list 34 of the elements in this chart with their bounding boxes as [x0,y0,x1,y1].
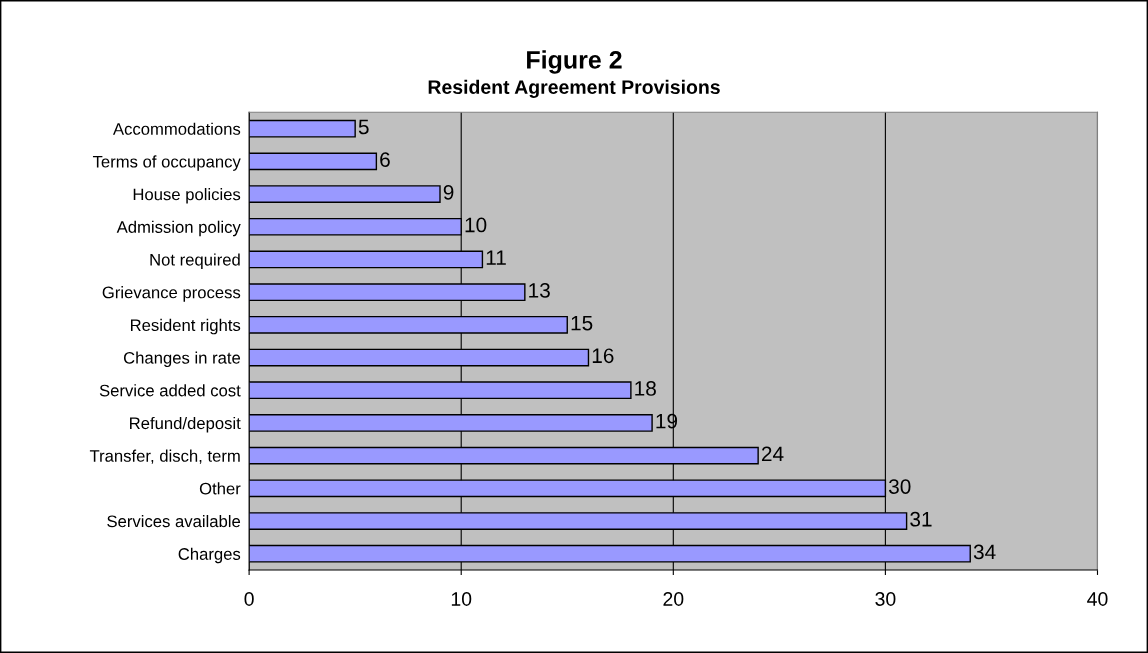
data-label: 6 [380,152,390,167]
data-label: 9 [443,184,454,200]
x-tick-label: 40 [1087,592,1108,606]
y-tick-label: Changes in rate [123,351,241,368]
data-label: 11 [486,250,506,265]
data-label: 15 [571,315,593,331]
y-tick-label: Charges [178,547,241,564]
chart-subtitle: Resident Agreement Provisions [428,79,720,98]
y-tick-label: Grievance process [102,286,241,302]
y-tick-label: Terms of occupancy [92,155,241,171]
x-tick-label: 20 [663,592,684,606]
data-label: 13 [529,282,550,298]
y-tick-label: Not required [150,253,240,269]
y-tick-label: Service added cost [99,384,241,397]
x-tick-label: 10 [451,592,472,606]
data-label: 30 [888,479,911,494]
y-tick-label: Admission policy [116,220,241,237]
y-tick-label: Transfer, disch, term [89,449,240,464]
data-label: 5 [358,119,369,135]
x-tick-label: 0 [244,592,254,606]
y-tick-label: Refund/deposit [130,416,241,433]
data-label: 34 [973,544,996,560]
y-tick-label: Other [199,482,241,495]
y-tick-label: Accommodations [112,122,241,135]
data-label: 18 [635,381,656,396]
x-tick-label: 30 [875,592,896,606]
y-tick-label: Resident rights [130,318,241,335]
data-label: 16 [592,348,614,364]
data-label: 10 [465,217,487,233]
y-tick-label: House policies [133,188,241,204]
chart-title: Figure 2 [527,50,622,74]
data-label: 24 [761,446,784,462]
y-tick-label: Services available [107,514,241,528]
data-label: 31 [910,511,932,527]
